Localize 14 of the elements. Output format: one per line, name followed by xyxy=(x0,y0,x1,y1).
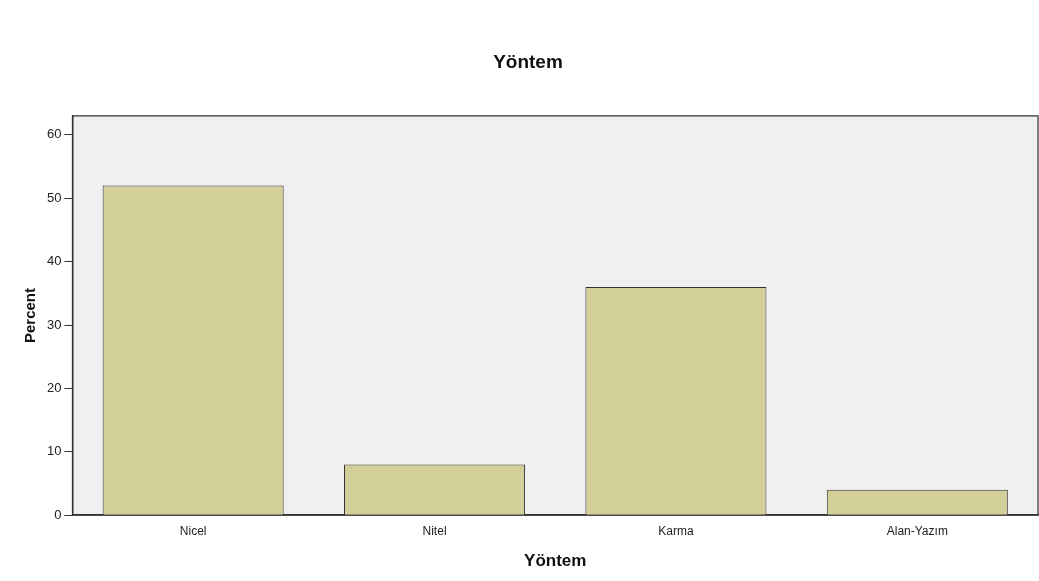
y-tick-label: 60 xyxy=(46,126,62,142)
y-axis-title: Percent xyxy=(21,287,39,344)
x-tick-label: Karma xyxy=(658,523,694,538)
y-tick-label: 20 xyxy=(46,379,62,395)
y-tick-label: 10 xyxy=(46,443,62,459)
y-tick-label: 30 xyxy=(46,316,62,332)
y-tick-label: 40 xyxy=(46,253,62,269)
x-axis-title: Yöntem xyxy=(524,551,587,571)
x-tick-label: Nitel xyxy=(422,523,447,538)
x-tick-label: Nicel xyxy=(179,523,207,538)
x-tick-label: Alan-Yazım xyxy=(886,523,948,538)
chart-title: Yöntem xyxy=(493,50,563,72)
y-tick-label: 0 xyxy=(54,506,62,522)
y-tick-label: 50 xyxy=(46,189,62,205)
